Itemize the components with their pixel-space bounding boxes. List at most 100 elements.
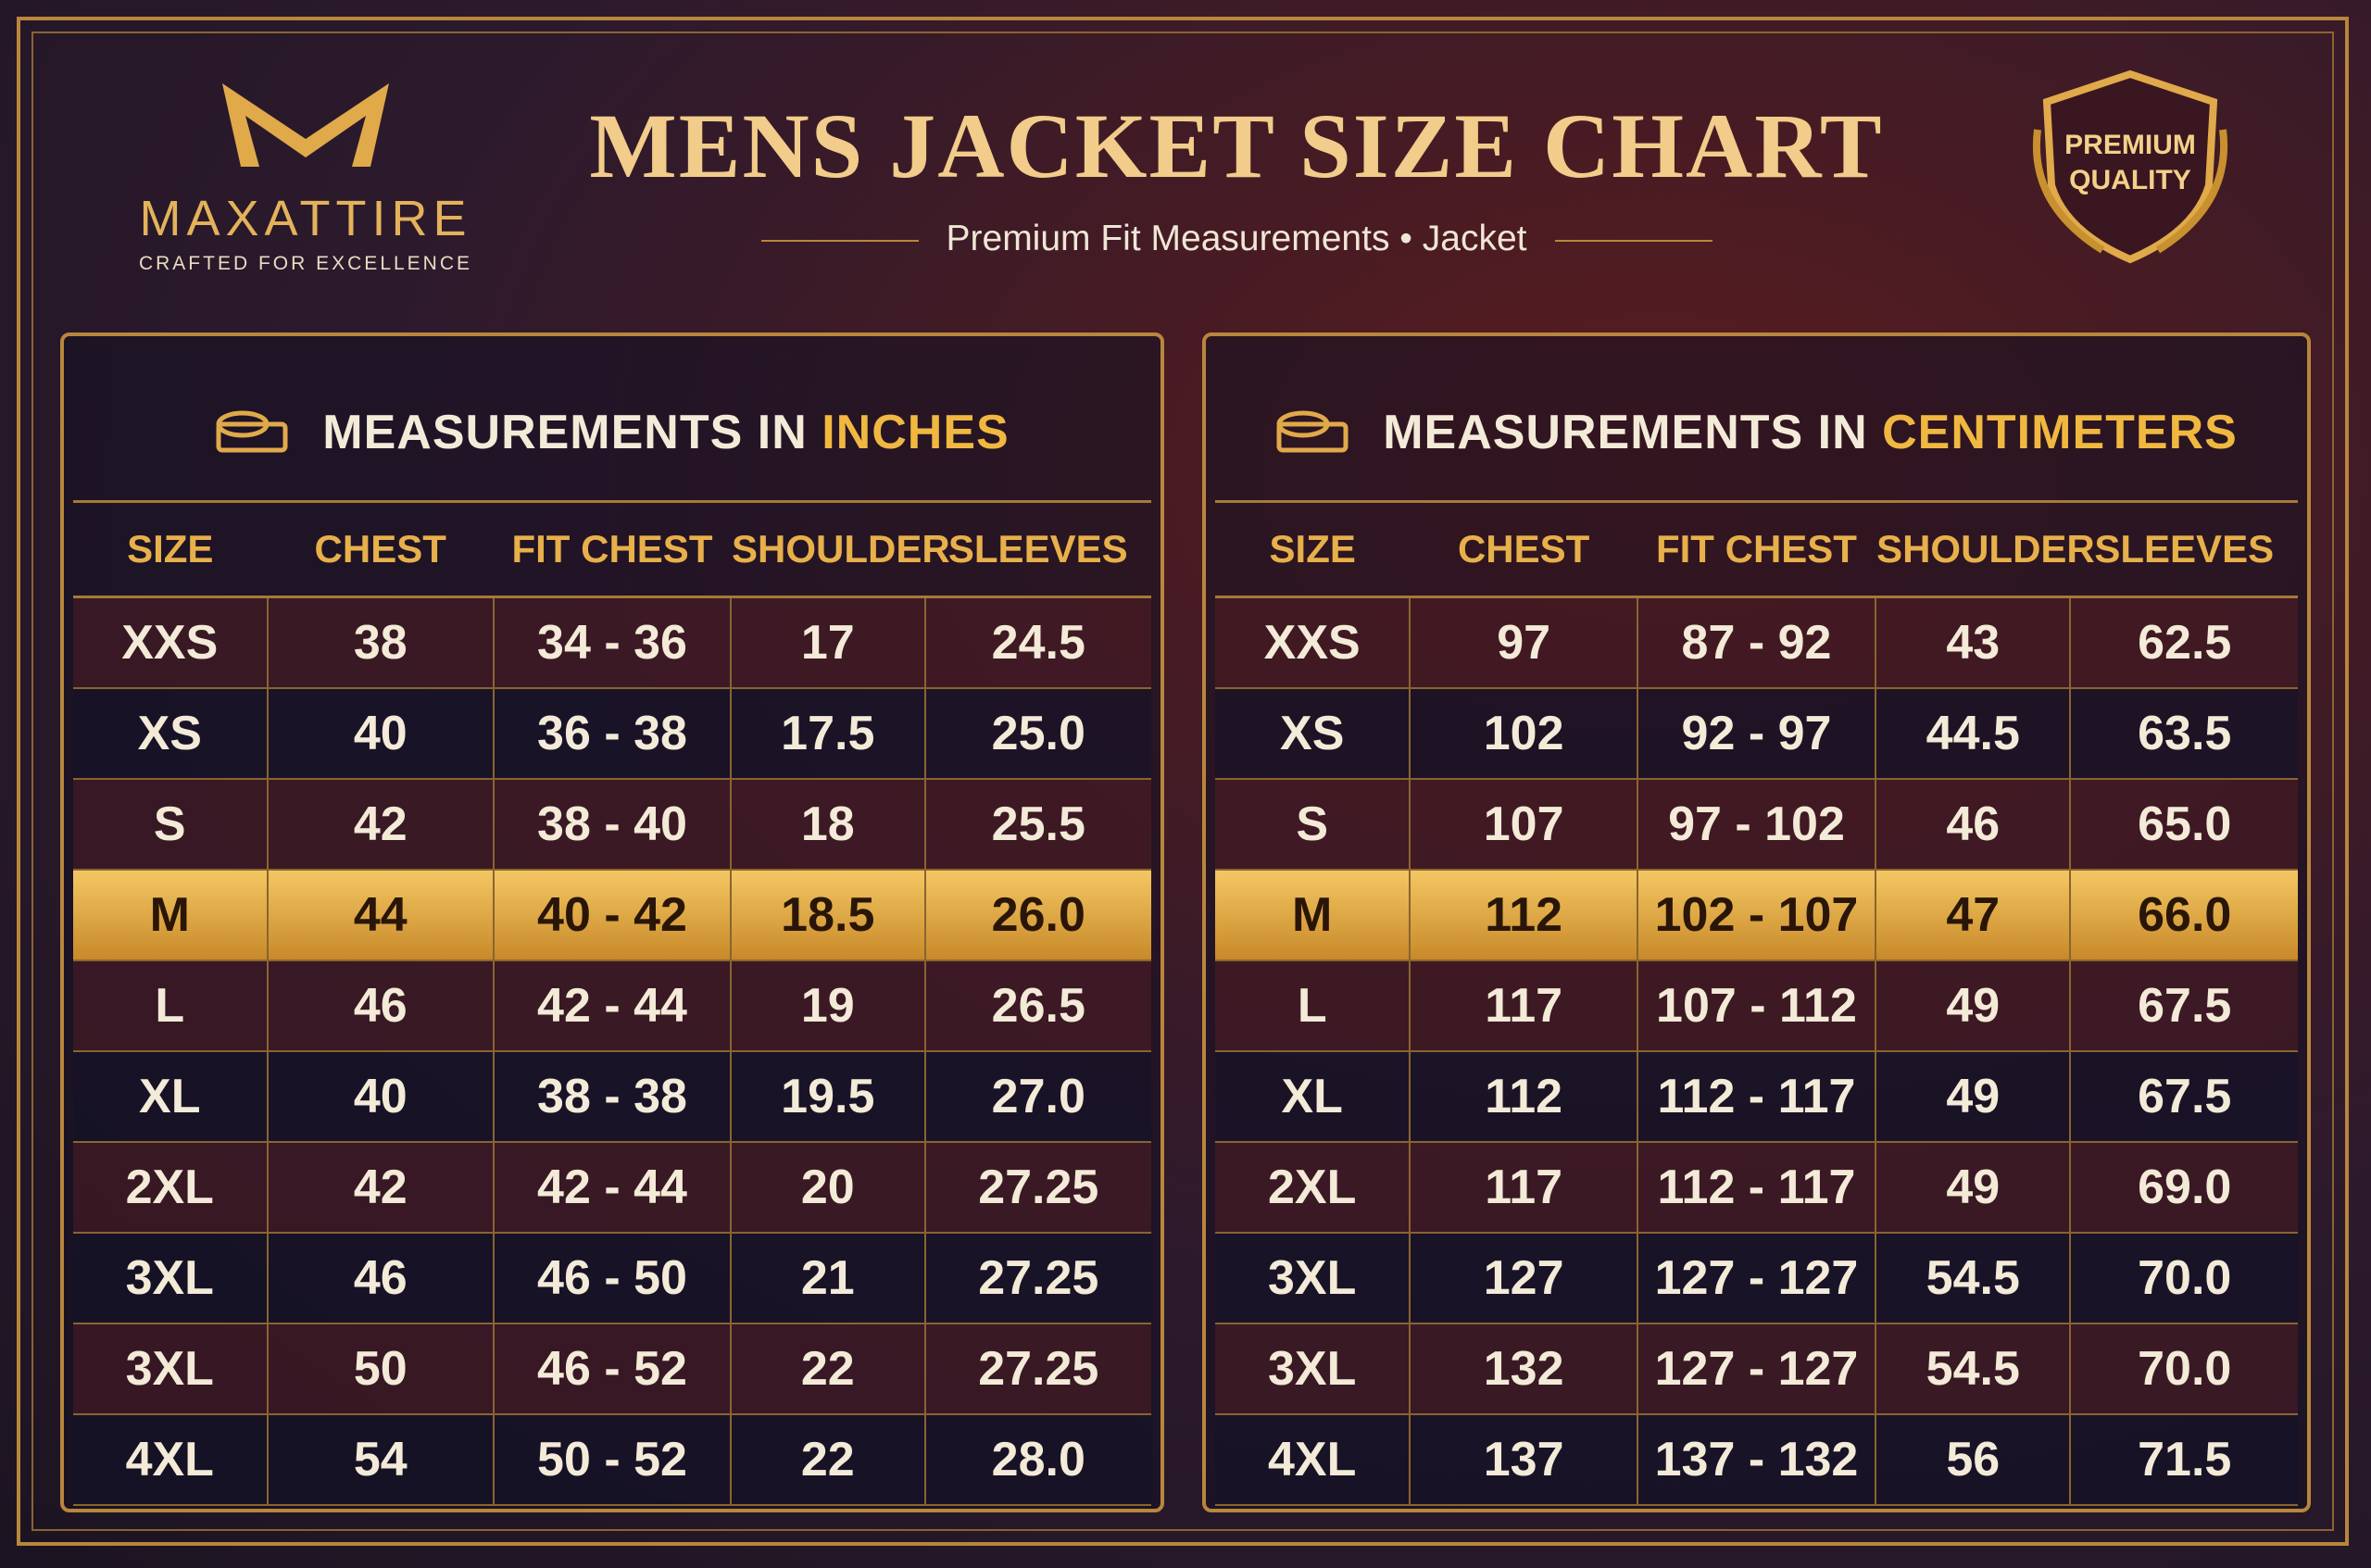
value-cell: 34 - 36 bbox=[492, 596, 733, 689]
value-cell: 17.5 bbox=[730, 687, 926, 780]
size-cell: 2XL bbox=[73, 1141, 269, 1234]
panel-cm: MEASUREMENTS IN CENTIMETERS SIZE CHEST FIT … bbox=[1202, 332, 2311, 1512]
value-cell: 107 - 112 bbox=[1636, 960, 1877, 1052]
size-cell: XL bbox=[1215, 1050, 1411, 1143]
value-cell: 18.5 bbox=[730, 869, 926, 961]
column-header: FIT CHEST bbox=[1637, 500, 1876, 598]
badge-line2: QUALITY bbox=[2069, 165, 2191, 195]
value-cell: 132 bbox=[1409, 1323, 1638, 1415]
value-cell: 28.0 bbox=[923, 1413, 1151, 1506]
table-row: 3XL 132 127 - 127 54.5 70.0 bbox=[1215, 1323, 2298, 1415]
table-row: XXS 38 34 - 36 17 24.5 bbox=[73, 596, 1151, 689]
value-cell: 42 - 44 bbox=[492, 1141, 733, 1234]
table-row: XS 40 36 - 38 17.5 25.0 bbox=[73, 687, 1151, 780]
value-cell: 49 bbox=[1875, 960, 2072, 1052]
value-cell: 102 - 107 bbox=[1636, 869, 1877, 961]
size-cell: XS bbox=[1215, 687, 1411, 780]
heading-text: MEASUREMENTS IN CENTIMETERS bbox=[1383, 405, 2238, 460]
value-cell: 40 bbox=[266, 1050, 495, 1143]
brand: MAXATTIRE CRAFTED FOR EXCELLENCE bbox=[111, 74, 500, 275]
value-cell: 46 bbox=[266, 1232, 495, 1324]
heading-unit: CENTIMETERS bbox=[1882, 405, 2238, 459]
value-cell: 27.0 bbox=[923, 1050, 1151, 1143]
heading-prefix: MEASUREMENTS IN bbox=[1383, 405, 1868, 459]
value-cell: 107 bbox=[1409, 778, 1638, 871]
size-cell: 3XL bbox=[1215, 1323, 1411, 1415]
value-cell: 97 bbox=[1409, 596, 1638, 689]
value-cell: 25.0 bbox=[923, 687, 1151, 780]
table-row: L 46 42 - 44 19 26.5 bbox=[73, 960, 1151, 1052]
value-cell: 112 - 117 bbox=[1636, 1141, 1877, 1234]
column-header: SHOULDER bbox=[1875, 500, 2095, 598]
value-cell: 44.5 bbox=[1875, 687, 2072, 780]
value-cell: 69.0 bbox=[2069, 1141, 2298, 1234]
value-cell: 24.5 bbox=[923, 596, 1151, 689]
value-cell: 49 bbox=[1875, 1141, 2072, 1234]
value-cell: 42 bbox=[266, 1141, 495, 1234]
table-head: SIZE CHEST FIT CHEST SHOULDER SLEEVES bbox=[1215, 500, 2298, 598]
value-cell: 46 bbox=[266, 960, 495, 1052]
table-row: 3XL 127 127 - 127 54.5 70.0 bbox=[1215, 1232, 2298, 1324]
table-row: XL 112 112 - 117 49 67.5 bbox=[1215, 1050, 2298, 1143]
value-cell: 38 - 38 bbox=[492, 1050, 733, 1143]
table-body: XXS 97 87 - 92 43 62.5 XS 102 92 - 97 44.5 63.5 S 1… bbox=[1215, 596, 2298, 1506]
table-row: M 44 40 - 42 18.5 26.0 bbox=[73, 869, 1151, 961]
value-cell: 18 bbox=[730, 778, 926, 871]
value-cell: 26.5 bbox=[923, 960, 1151, 1052]
size-cell: XL bbox=[73, 1050, 269, 1143]
table-row: M 112 102 - 107 47 66.0 bbox=[1215, 869, 2298, 961]
table-row: L 117 107 - 112 49 67.5 bbox=[1215, 960, 2298, 1052]
value-cell: 50 - 52 bbox=[492, 1413, 733, 1506]
size-cell: M bbox=[73, 869, 269, 961]
size-cell: XXS bbox=[73, 596, 269, 689]
value-cell: 92 - 97 bbox=[1636, 687, 1877, 780]
size-cell: XS bbox=[73, 687, 269, 780]
size-cell: L bbox=[73, 960, 269, 1052]
value-cell: 50 bbox=[266, 1323, 495, 1415]
value-cell: 63.5 bbox=[2069, 687, 2298, 780]
value-cell: 67.5 bbox=[2069, 960, 2298, 1052]
value-cell: 44 bbox=[266, 869, 495, 961]
value-cell: 42 bbox=[266, 778, 495, 871]
column-header: SLEEVES bbox=[924, 500, 1151, 598]
table-row: 3XL 46 46 - 50 21 27.25 bbox=[73, 1232, 1151, 1324]
badge-line1: PREMIUM bbox=[2064, 130, 2196, 160]
value-cell: 127 - 127 bbox=[1636, 1323, 1877, 1415]
column-header: SLEEVES bbox=[2070, 500, 2298, 598]
value-cell: 40 bbox=[266, 687, 495, 780]
value-cell: 70.0 bbox=[2069, 1323, 2298, 1415]
value-cell: 54 bbox=[266, 1413, 495, 1506]
size-cell: S bbox=[1215, 778, 1411, 871]
value-cell: 46 - 50 bbox=[492, 1232, 733, 1324]
value-cell: 49 bbox=[1875, 1050, 2072, 1143]
column-header: SIZE bbox=[1215, 500, 1411, 598]
value-cell: 47 bbox=[1875, 869, 2072, 961]
tape-icon bbox=[216, 410, 288, 452]
value-cell: 127 bbox=[1409, 1232, 1638, 1324]
value-cell: 112 bbox=[1409, 869, 1638, 961]
column-header: CHEST bbox=[267, 500, 494, 598]
value-cell: 117 bbox=[1409, 1141, 1638, 1234]
size-cell: 3XL bbox=[73, 1232, 269, 1324]
table-row: XS 102 92 - 97 44.5 63.5 bbox=[1215, 687, 2298, 780]
value-cell: 70.0 bbox=[2069, 1232, 2298, 1324]
value-cell: 19 bbox=[730, 960, 926, 1052]
value-cell: 26.0 bbox=[923, 869, 1151, 961]
table-row: 2XL 42 42 - 44 20 27.25 bbox=[73, 1141, 1151, 1234]
header-row: SIZE CHEST FIT CHEST SHOULDER SLEEVES bbox=[1215, 500, 2298, 598]
value-cell: 54.5 bbox=[1875, 1323, 2072, 1415]
value-cell: 27.25 bbox=[923, 1232, 1151, 1324]
column-header: SIZE bbox=[73, 500, 268, 598]
column-header: SHOULDER bbox=[731, 500, 950, 598]
value-cell: 66.0 bbox=[2069, 869, 2298, 961]
table-heading: MEASUREMENTS IN INCHES bbox=[73, 364, 1151, 500]
value-cell: 21 bbox=[730, 1232, 926, 1324]
table-row: 4XL 137 137 - 132 56 71.5 bbox=[1215, 1413, 2298, 1506]
heading-text: MEASUREMENTS IN INCHES bbox=[322, 405, 1009, 460]
value-cell: 42 - 44 bbox=[492, 960, 733, 1052]
tape-icon bbox=[1276, 410, 1349, 452]
column-header: CHEST bbox=[1410, 500, 1637, 598]
value-cell: 112 - 117 bbox=[1636, 1050, 1877, 1143]
